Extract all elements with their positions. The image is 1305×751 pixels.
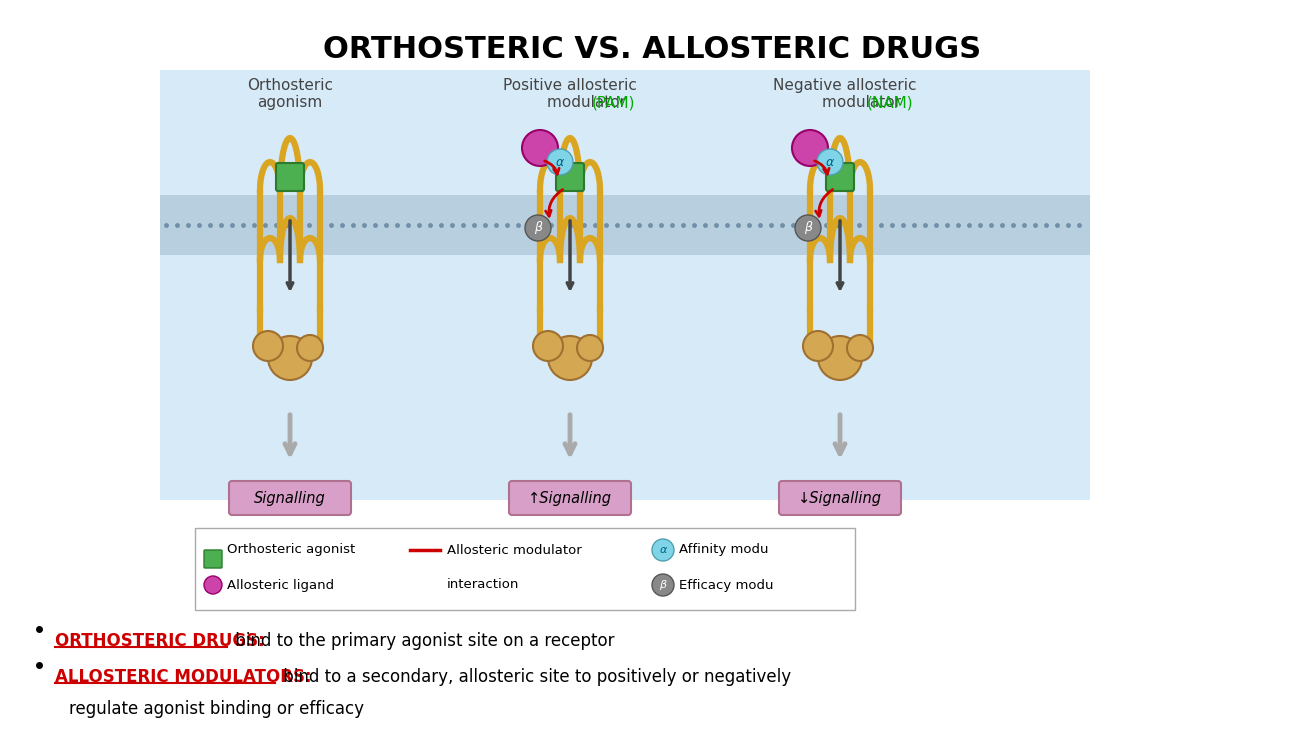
Circle shape [652,574,673,596]
Text: modulator: modulator [822,95,906,110]
Text: Allosteric modulator: Allosteric modulator [448,544,582,556]
Text: modulator: modulator [547,95,630,110]
Text: β: β [534,222,542,234]
Text: Signalling: Signalling [254,490,326,505]
FancyBboxPatch shape [826,163,853,191]
Text: regulate agonist binding or efficacy: regulate agonist binding or efficacy [69,700,364,718]
Text: β: β [804,222,812,234]
Bar [161,70,1090,500]
Circle shape [204,576,222,594]
FancyBboxPatch shape [779,481,900,515]
Text: ↑Signalling: ↑Signalling [529,490,612,505]
Text: bind to a secondary, allosteric site to positively or negatively: bind to a secondary, allosteric site to … [278,668,791,686]
Text: (NAM): (NAM) [867,95,914,110]
Text: bind to the primary agonist site on a receptor: bind to the primary agonist site on a re… [230,632,615,650]
Text: α: α [659,545,667,555]
FancyBboxPatch shape [509,481,632,515]
Circle shape [795,215,821,241]
Text: agonism: agonism [257,95,322,110]
Circle shape [817,149,843,175]
Circle shape [792,130,827,166]
FancyBboxPatch shape [275,163,304,191]
Circle shape [652,539,673,561]
Text: ORTHOSTERIC DRUGS:: ORTHOSTERIC DRUGS: [55,632,265,650]
Text: Affinity modu: Affinity modu [679,544,769,556]
FancyBboxPatch shape [556,163,585,191]
Circle shape [298,335,324,361]
Text: (PAM): (PAM) [592,95,636,110]
Circle shape [532,331,562,361]
Circle shape [253,331,283,361]
Circle shape [547,149,573,175]
Circle shape [803,331,833,361]
Text: α: α [556,155,564,168]
Text: ALLOSTERIC MODULATORS:: ALLOSTERIC MODULATORS: [55,668,312,686]
Bar [194,528,855,610]
Text: β: β [659,580,667,590]
Text: interaction: interaction [448,578,519,592]
FancyBboxPatch shape [204,550,222,568]
Circle shape [548,336,592,380]
Circle shape [525,215,551,241]
Circle shape [268,336,312,380]
Text: Efficacy modu: Efficacy modu [679,578,774,592]
Circle shape [522,130,559,166]
Text: Positive allosteric: Positive allosteric [502,78,637,93]
Text: α: α [826,155,834,168]
Text: Orthosteric: Orthosteric [247,78,333,93]
Bar [161,195,1090,255]
FancyBboxPatch shape [228,481,351,515]
Circle shape [818,336,863,380]
Text: ORTHOSTERIC VS. ALLOSTERIC DRUGS: ORTHOSTERIC VS. ALLOSTERIC DRUGS [322,35,981,64]
Text: ↓Signalling: ↓Signalling [797,490,882,505]
Circle shape [577,335,603,361]
Text: Orthosteric agonist: Orthosteric agonist [227,544,355,556]
Text: Allosteric ligand: Allosteric ligand [227,578,334,592]
Text: Negative allosteric: Negative allosteric [774,78,916,93]
Circle shape [847,335,873,361]
